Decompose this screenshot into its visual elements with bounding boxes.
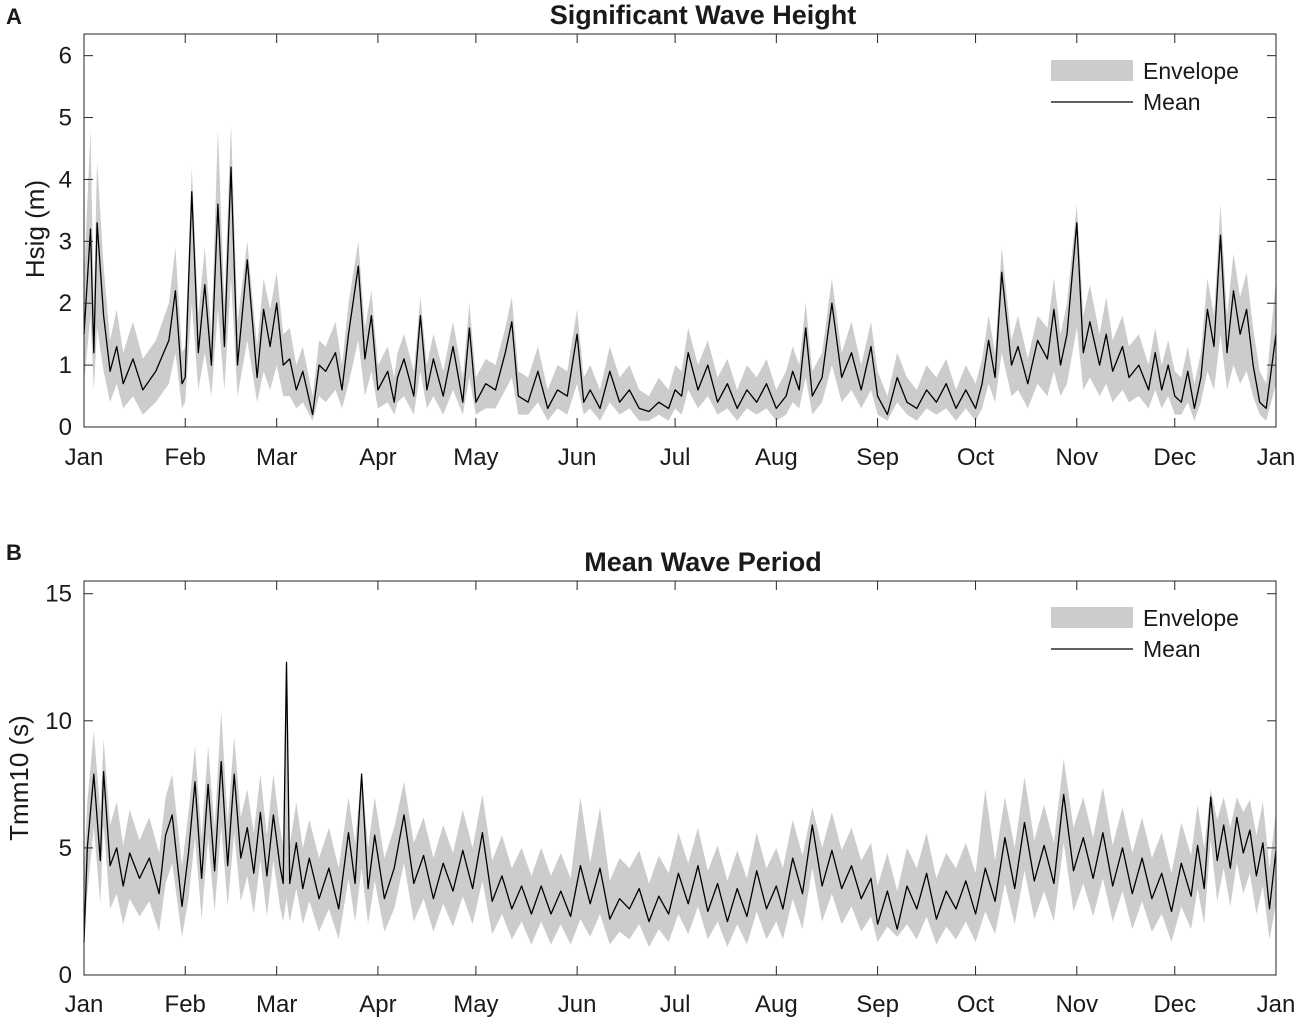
x-tick-label: Oct [957,991,995,1018]
mean-line [83,661,1277,943]
x-tick-label: Apr [359,444,396,471]
legend-label-envelope: Envelope [1143,605,1239,631]
axes-frame [83,33,1277,428]
plot-area: 0 5 10 15 Jan Feb Mar Apr May Jun Jul Aug Sep Oct Nov D… [45,580,1296,1018]
x-tick-label: Mar [256,991,297,1018]
x-tick-label: Mar [256,444,297,471]
legend-swatch-envelope [1051,607,1133,628]
x-tick-label: Jun [558,991,597,1018]
x-tick-label: Feb [165,444,206,471]
x-tick-label: May [453,991,498,1018]
envelope-area [84,123,1276,421]
legend-label-mean: Mean [1143,636,1201,662]
plot-area: 0 1 2 3 4 5 6 Jan Feb Mar Apr May Jun Jul Aug Sep Oct Nov… [59,33,1296,471]
legend: Envelope Mean [1051,605,1239,662]
x-tick-label: Nov [1055,991,1098,1018]
x-tick-label: Apr [359,991,396,1018]
y-axis-label: Tmm10 (s) [4,715,34,841]
panel-letter: A [6,4,22,29]
envelope-area [84,662,1276,947]
x-tick-label: Aug [755,991,798,1018]
chart-title: Significant Wave Height [550,0,857,30]
y-tick-label: 5 [59,105,72,132]
x-tick-label: May [453,444,498,471]
x-tick-label: Jul [660,444,691,471]
x-tick-label: Jan [65,444,104,471]
x-tick-label: Oct [957,444,995,471]
x-tick-label: Jul [660,991,691,1018]
panel-a: A Significant Wave Height 0 1 2 3 4 5 6 Jan Feb M… [6,0,1295,471]
y-tick-label: 2 [59,290,72,317]
x-tick-label: Jan [1257,444,1296,471]
x-tick-label: Aug [755,444,798,471]
legend-label-mean: Mean [1143,89,1201,115]
x-tick-label: Jun [558,444,597,471]
x-tick-label: Dec [1153,444,1196,471]
legend-swatch-envelope [1051,60,1133,81]
y-tick-label: 1 [59,352,72,379]
panel-b: B Mean Wave Period 0 5 10 15 Jan Feb Mar Apr May… [4,540,1295,1018]
x-tick-label: Sep [856,444,899,471]
mean-line [83,166,1277,416]
y-tick-label: 15 [45,581,72,608]
legend-label-envelope: Envelope [1143,58,1239,84]
panel-letter: B [6,540,22,565]
y-tick-label: 10 [45,708,72,735]
y-axis-label: Hsig (m) [20,180,50,278]
y-tick-label: 4 [59,166,72,193]
x-tick-label: Dec [1153,991,1196,1018]
x-tick-label: Jan [65,991,104,1018]
x-tick-label: Jan [1257,991,1296,1018]
x-tick-label: Nov [1055,444,1098,471]
y-tick-label: 0 [59,962,72,989]
x-tick-label: Sep [856,991,899,1018]
y-tick-label: 5 [59,835,72,862]
x-tick-label: Feb [165,991,206,1018]
y-tick-label: 6 [59,43,72,70]
chart-title: Mean Wave Period [584,547,822,577]
y-tick-label: 3 [59,228,72,255]
axes-frame [83,580,1277,976]
y-tick-label: 0 [59,414,72,441]
legend: Envelope Mean [1051,58,1239,115]
